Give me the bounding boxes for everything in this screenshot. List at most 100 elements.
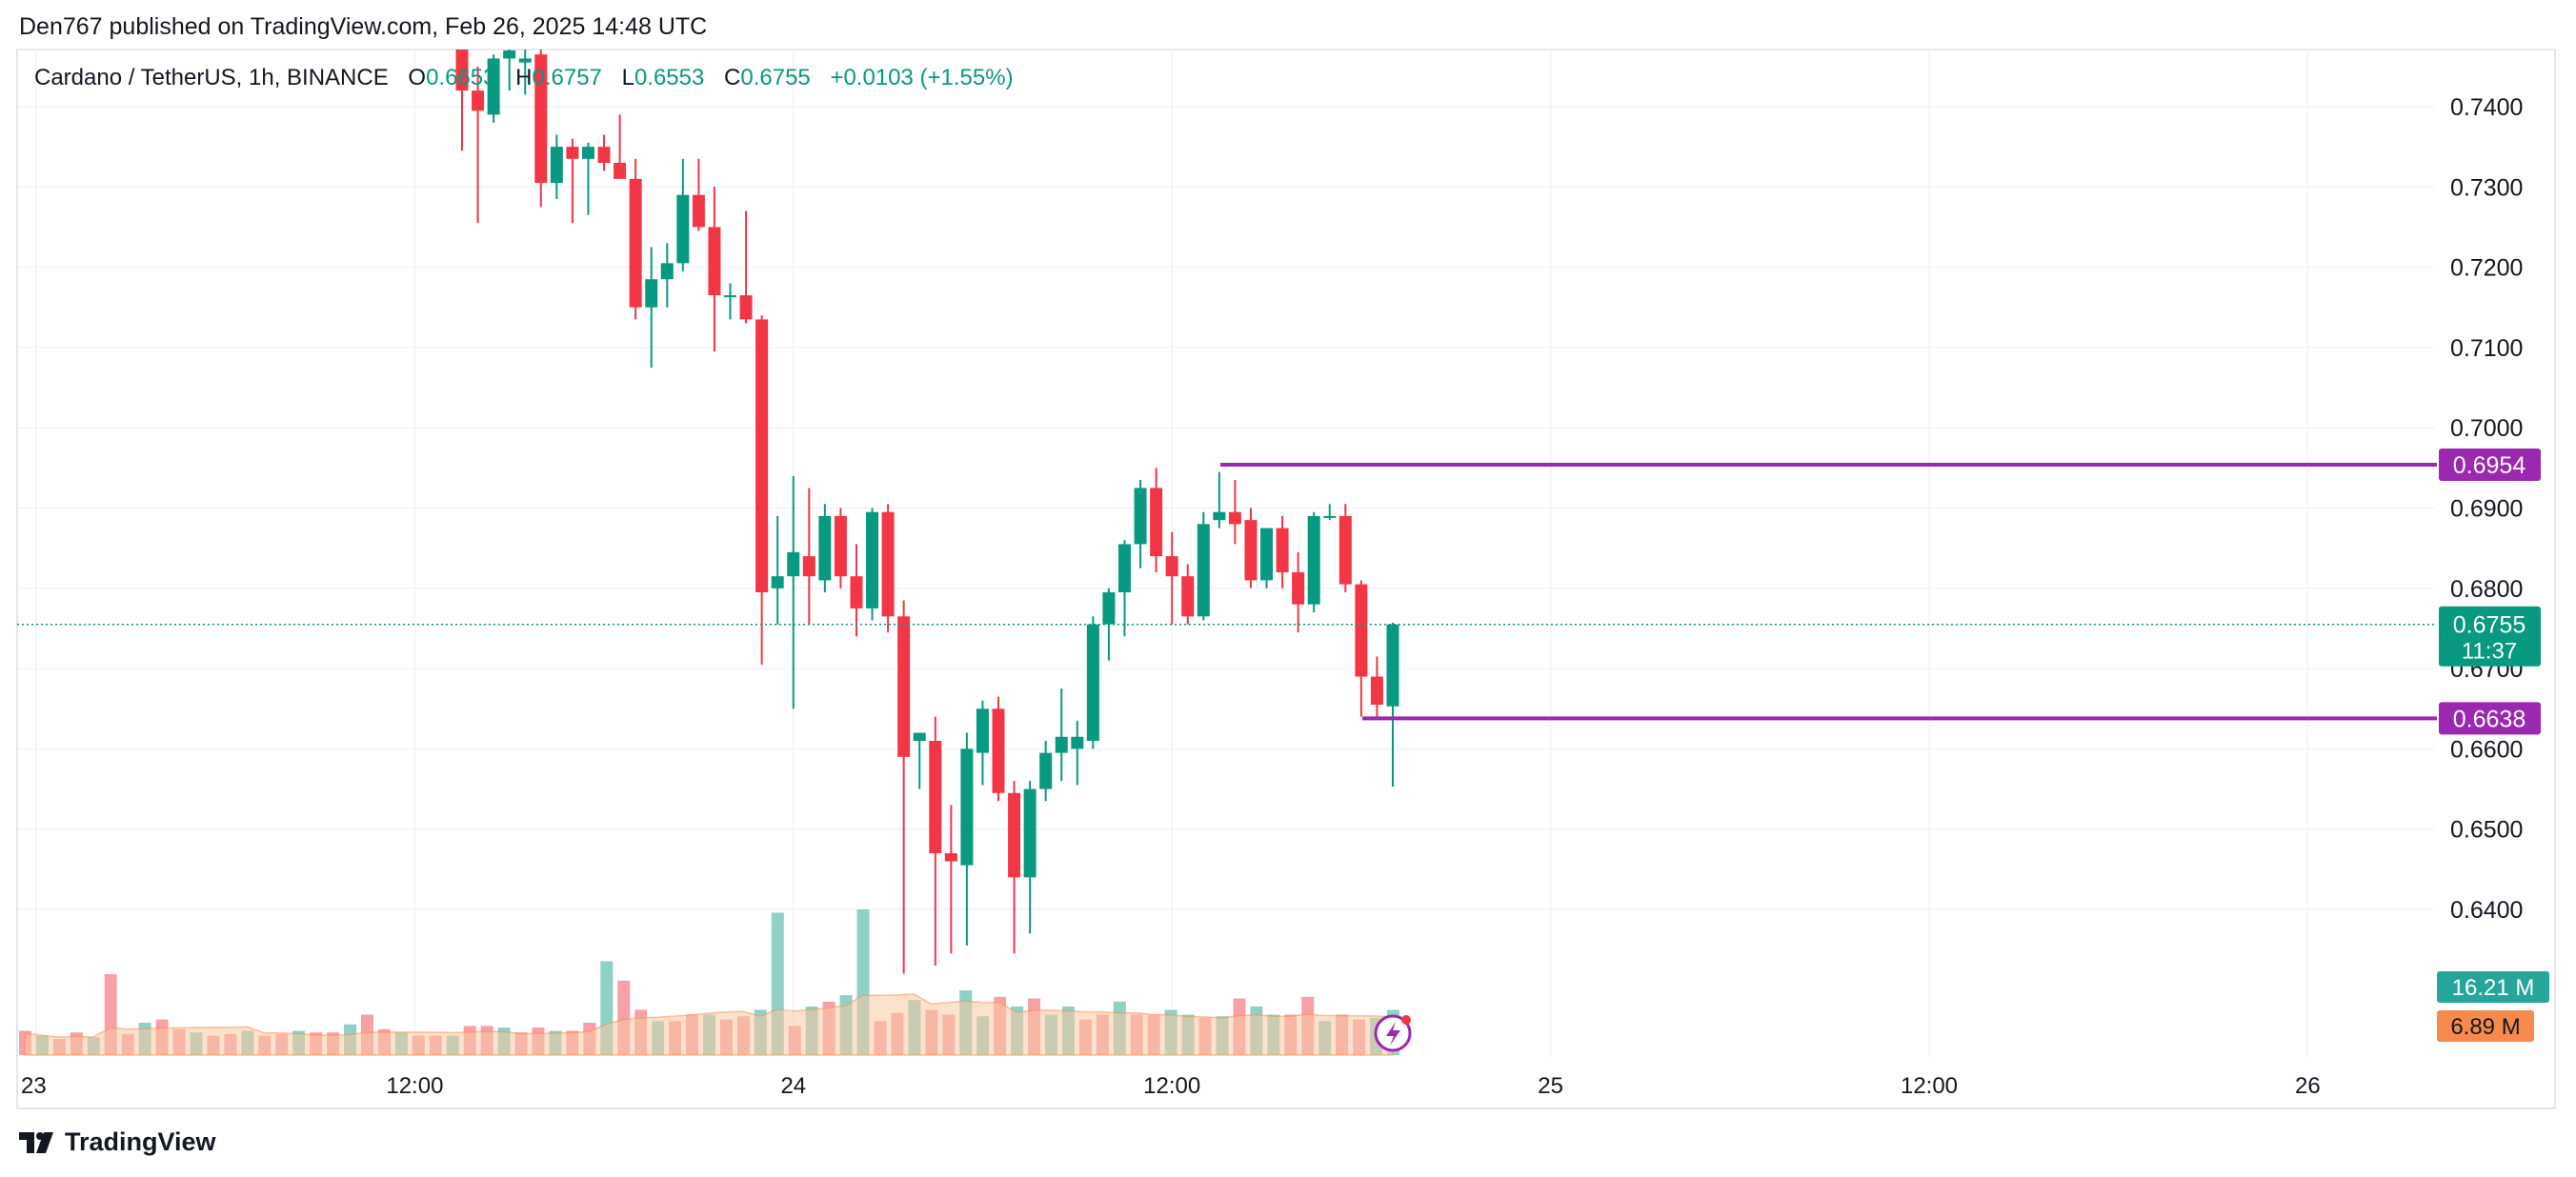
candle-body — [1370, 676, 1383, 706]
candle-body — [1102, 592, 1116, 625]
candle-body — [692, 194, 705, 228]
volume-ma-badge-label: 6.89 M — [2450, 1014, 2520, 1040]
candle-body — [771, 576, 784, 588]
candle-body — [866, 511, 879, 608]
time-tick-label[interactable]: 12:00 — [1901, 1073, 1958, 1099]
candle-body — [1023, 788, 1036, 878]
lightning-icon[interactable] — [1374, 1014, 1412, 1052]
candle-body — [1055, 736, 1068, 753]
price-axis[interactable]: 0.7400 0.7300 0.7200 0.7100 0.7000 0.6900 0.68… — [2450, 94, 2523, 924]
publish-info: Den767 published on TradingView.com, Feb… — [19, 13, 708, 40]
candle-body — [1086, 624, 1099, 741]
level-price-label: 0.6954 — [2453, 452, 2526, 479]
price-tick-label[interactable]: 0.6900 — [2450, 496, 2523, 523]
candle-body — [897, 616, 911, 757]
candle-body — [1117, 544, 1131, 593]
level-price-badge — [2439, 448, 2541, 481]
time-tick-label[interactable]: 23 — [21, 1073, 47, 1099]
candle-body — [1150, 488, 1163, 557]
candle-body — [597, 147, 611, 164]
change-value: +0.0103 (+1.55%) — [830, 65, 1014, 90]
ohlc-legend: Cardano / TetherUS, 1h, BINANCE O0.6653 … — [34, 65, 1014, 91]
time-axis[interactable]: 2312:002412:002512:002612:002712:002812:… — [21, 1073, 2576, 1099]
candlesticks — [455, 50, 1399, 974]
candle-body — [629, 178, 642, 308]
last-price-badge — [2439, 606, 2541, 667]
candle-body — [913, 732, 926, 741]
price-tick-label[interactable]: 0.7200 — [2450, 255, 2523, 282]
volume-ma-area — [24, 993, 1394, 1056]
brand-name: TradingView — [65, 1127, 216, 1156]
candle-body — [802, 556, 815, 577]
candle-body — [1260, 528, 1274, 581]
candle-body — [1355, 584, 1368, 677]
volume-badge — [2437, 971, 2549, 1003]
candle-body — [944, 852, 957, 862]
candle-body — [960, 748, 974, 866]
candle-body — [581, 147, 594, 159]
price-tick-label[interactable]: 0.7400 — [2450, 94, 2523, 121]
close-value: 0.6755 — [740, 65, 811, 90]
candle-body — [1197, 524, 1210, 617]
time-tick-label[interactable]: 24 — [780, 1073, 806, 1099]
volume-ma-line — [24, 993, 1394, 1056]
close-label: C — [724, 65, 741, 90]
horizontal-levels[interactable] — [17, 462, 2437, 721]
candle-body — [739, 295, 753, 320]
candle-body — [976, 708, 989, 753]
price-tick-label[interactable]: 0.7300 — [2450, 174, 2523, 201]
candle-body — [1386, 624, 1399, 707]
time-tick-label[interactable]: 25 — [1538, 1073, 1563, 1099]
low-value: 0.6553 — [634, 65, 705, 90]
candle-body — [645, 279, 658, 308]
open-value: 0.6653 — [426, 65, 496, 90]
last-price-label: 0.6755 — [2453, 612, 2526, 639]
price-tick-label[interactable]: 0.6800 — [2450, 576, 2523, 603]
candle-body — [503, 50, 516, 59]
bar-countdown-label: 11:37 — [2462, 639, 2517, 665]
candle-body — [724, 295, 737, 298]
time-tick-label[interactable]: 26 — [2295, 1073, 2321, 1099]
candle-body — [929, 740, 942, 853]
open-label: O — [408, 65, 427, 90]
candle-body — [708, 227, 721, 296]
symbol-title[interactable]: Cardano / TetherUS, 1h, BINANCE — [34, 65, 389, 90]
high-label: H — [515, 65, 533, 90]
low-label: L — [621, 65, 634, 90]
candle-body — [1181, 576, 1195, 617]
candle-body — [1134, 488, 1147, 545]
candle-body — [1228, 511, 1241, 525]
candle-body — [850, 576, 863, 608]
candle-body — [534, 54, 548, 184]
level-price-label: 0.6638 — [2453, 706, 2526, 732]
time-tick-label[interactable]: 12:00 — [386, 1073, 443, 1099]
price-tick-label[interactable]: 0.6400 — [2450, 897, 2523, 924]
candle-body — [614, 163, 627, 179]
price-tick-label[interactable]: 0.6500 — [2450, 817, 2523, 844]
candle-body — [1071, 736, 1084, 749]
price-tick-label[interactable]: 0.7000 — [2450, 415, 2523, 442]
candle-body — [550, 147, 563, 184]
candle-body — [1338, 515, 1352, 585]
tradingview-logo-icon — [19, 1131, 53, 1153]
candle-body — [455, 50, 469, 91]
candle-body — [1323, 515, 1337, 518]
candle-body — [755, 319, 769, 593]
candle-body — [881, 511, 895, 617]
candle-body — [487, 58, 500, 115]
tradingview-logo[interactable]: TradingView — [19, 1127, 216, 1157]
candle-body — [1292, 571, 1305, 605]
price-tick-label[interactable]: 0.6600 — [2450, 736, 2523, 763]
candle-body — [660, 263, 674, 280]
chart-plot-area — [16, 49, 2556, 1109]
candle-body — [992, 708, 1005, 793]
candle-body — [1276, 528, 1289, 572]
candle-body — [566, 147, 579, 159]
candle-body — [518, 58, 532, 63]
volume-ma-badge — [2437, 1010, 2534, 1042]
time-tick-label[interactable]: 12:00 — [1143, 1073, 1200, 1099]
price-tick-label[interactable]: 0.7100 — [2450, 335, 2523, 362]
volume-badge-label: 16.21 M — [2452, 975, 2535, 1001]
